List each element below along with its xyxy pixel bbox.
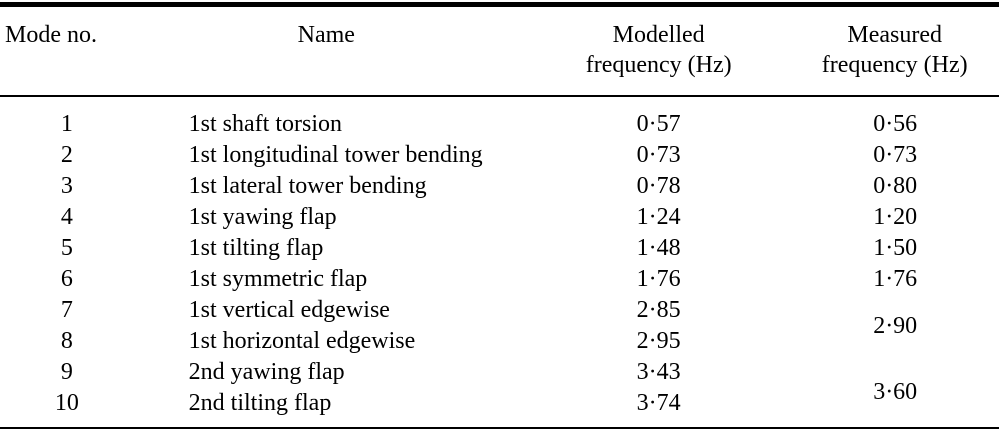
col-header-mode-no: Mode no. <box>0 4 134 97</box>
modelled-frequency: 0·78 <box>636 173 681 199</box>
table-row: 3 1st lateral tower bending 0·78 0·80 <box>0 171 999 202</box>
modelled-header-line2: frequency (Hz) <box>585 52 732 78</box>
mode-number: 2 <box>60 142 73 168</box>
mode-number: 10 <box>54 390 79 416</box>
measured-frequency: 1·20 <box>873 204 918 230</box>
mode-name: 1st vertical edgewise <box>188 297 390 323</box>
mode-name: 1st shaft torsion <box>188 111 342 137</box>
col-header-measured-frequency: Measured frequency (Hz) <box>769 4 999 97</box>
table-row: 6 1st symmetric flap 1·76 1·76 <box>0 264 999 295</box>
header-row: Mode no. Name Modelled frequency (Hz) Me… <box>0 4 999 97</box>
measured-frequency: 0·73 <box>873 142 918 168</box>
mode-name: 2nd yawing flap <box>188 359 345 385</box>
mode-number: 6 <box>60 266 73 292</box>
measured-header-line1: Measured <box>847 22 942 48</box>
mode-name: 1st tilting flap <box>188 235 324 261</box>
mode-name: 1st symmetric flap <box>188 266 368 292</box>
mode-name: 1st horizontal edgewise <box>188 328 416 354</box>
mode-name: 1st lateral tower bending <box>188 173 427 199</box>
mode-name: 1st yawing flap <box>188 204 337 230</box>
modelled-frequency: 2·95 <box>636 328 681 354</box>
modelled-frequency: 2·85 <box>636 297 681 323</box>
measured-frequency-merged: 3·60 <box>873 378 918 405</box>
modelled-header-line1: Modelled <box>612 22 705 48</box>
mode-number: 9 <box>60 359 73 385</box>
measured-frequency-merged: 2·90 <box>873 312 918 339</box>
measured-frequency: 1·76 <box>873 266 918 292</box>
mode-number: 3 <box>60 173 73 199</box>
mode-name: 1st longitudinal tower bending <box>188 142 483 168</box>
modelled-frequency: 3·43 <box>636 359 681 385</box>
modelled-frequency: 1·24 <box>636 204 681 230</box>
table-row: 1 1st shaft torsion 0·57 0·56 <box>0 96 999 140</box>
table-row: 7 1st vertical edgewise 2·85 2·90 <box>0 295 999 339</box>
table-row: 5 1st tilting flap 1·48 1·50 <box>0 233 999 264</box>
table-header: Mode no. Name Modelled frequency (Hz) Me… <box>0 4 999 97</box>
modelled-frequency: 1·76 <box>636 266 681 292</box>
table-row: 4 1st yawing flap 1·24 1·20 <box>0 202 999 233</box>
measured-header-line2: frequency (Hz) <box>821 52 968 78</box>
col-header-name: Name <box>133 4 548 97</box>
mode-number: 5 <box>60 235 73 261</box>
table-row: 2 1st longitudinal tower bending 0·73 0·… <box>0 140 999 171</box>
table-row: 10 2nd tilting flap 3·74 <box>0 388 999 428</box>
modelled-frequency: 1·48 <box>636 235 681 261</box>
table-row: 8 1st horizontal edgewise 2·95 <box>0 326 999 357</box>
measured-frequency: 0·80 <box>873 173 918 199</box>
mode-number: 1 <box>60 111 73 137</box>
table-body: 1 1st shaft torsion 0·57 0·56 2 1st long… <box>0 96 999 428</box>
modelled-frequency: 3·74 <box>636 390 681 416</box>
mode-number: 7 <box>60 297 73 323</box>
mode-number: 4 <box>60 204 73 230</box>
modelled-frequency: 0·57 <box>636 111 681 137</box>
mode-name: 2nd tilting flap <box>188 390 332 416</box>
table-row: 9 2nd yawing flap 3·43 3·60 <box>0 357 999 405</box>
modelled-frequency: 0·73 <box>636 142 681 168</box>
mode-number: 8 <box>60 328 73 354</box>
measured-frequency: 0·56 <box>873 111 918 137</box>
col-header-modelled-frequency: Modelled frequency (Hz) <box>547 4 770 97</box>
measured-frequency: 1·50 <box>873 235 918 261</box>
